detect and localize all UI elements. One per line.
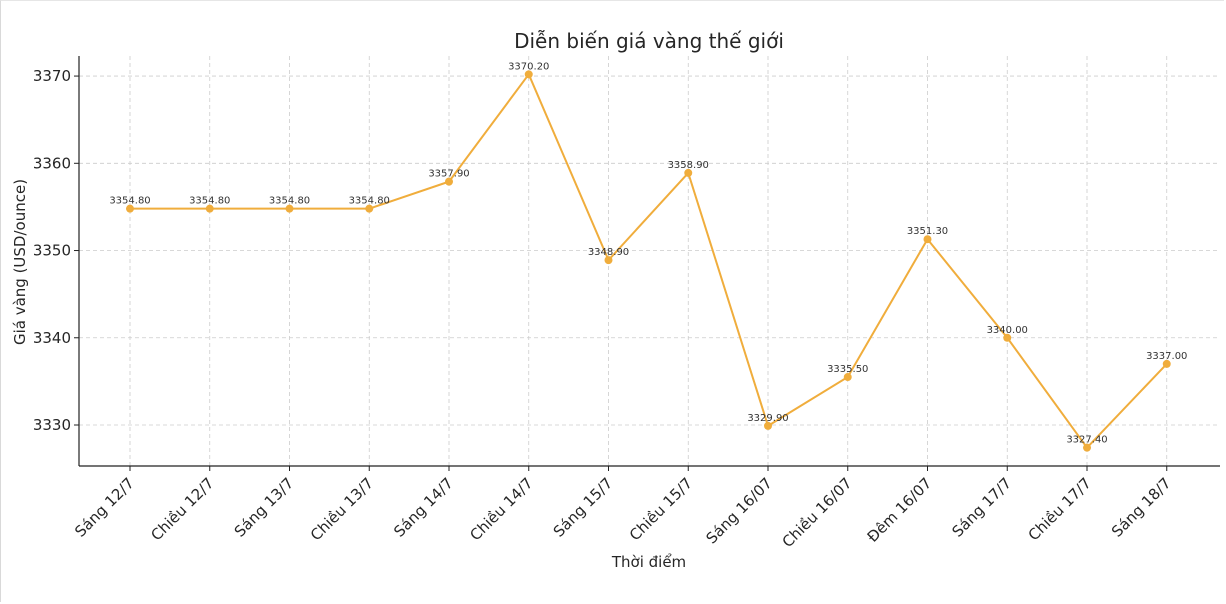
data-point bbox=[126, 204, 134, 213]
x-tick-label: Sáng 15/7 bbox=[550, 474, 617, 541]
x-tick-label: Chiều 16/07 bbox=[779, 474, 856, 551]
data-label: 3354.80 bbox=[189, 196, 230, 207]
data-point bbox=[1083, 443, 1091, 452]
data-point bbox=[524, 70, 533, 79]
x-tick-label: Chiều 15/7 bbox=[626, 474, 696, 544]
y-tick-label: 3350 bbox=[33, 242, 71, 260]
x-tick-label: Sáng 17/7 bbox=[948, 474, 1015, 541]
data-labels: 3354.80 3354.80 3354.80 3354.80 3357.90 3370.… bbox=[109, 61, 1187, 445]
chart-title: Diễn biến giá vàng thế giới bbox=[514, 29, 784, 53]
series-gold-price bbox=[126, 70, 1171, 452]
y-tick-label: 3340 bbox=[33, 329, 71, 347]
data-label: 3370.20 bbox=[508, 61, 549, 72]
data-label: 3354.80 bbox=[269, 196, 310, 207]
y-tick-label: 3330 bbox=[33, 416, 71, 434]
data-point bbox=[205, 204, 214, 213]
data-point bbox=[843, 373, 852, 382]
x-tick-label: Chiều 17/7 bbox=[1025, 474, 1095, 544]
x-tick-label: Sáng 14/7 bbox=[390, 474, 457, 541]
data-point bbox=[684, 168, 693, 177]
x-tick-label: Sáng 13/7 bbox=[231, 474, 298, 541]
x-tick-label: Sáng 12/7 bbox=[71, 474, 138, 541]
data-point bbox=[764, 421, 772, 430]
data-label: 3348.90 bbox=[588, 247, 629, 258]
data-label: 3358.90 bbox=[668, 160, 709, 171]
x-tick-label: Chiều 13/7 bbox=[307, 474, 377, 544]
grid bbox=[79, 56, 1220, 466]
x-tick-label: Chiều 12/7 bbox=[147, 474, 217, 544]
data-point bbox=[1162, 359, 1171, 368]
x-tick-label: Sáng 18/7 bbox=[1108, 474, 1175, 541]
x-tick-label: Chiều 14/7 bbox=[466, 474, 536, 544]
data-label: 3329.90 bbox=[747, 413, 788, 424]
data-label: 3357.90 bbox=[428, 169, 469, 180]
y-axis-label: Giá vàng (USD/ounce) bbox=[11, 179, 29, 345]
data-point bbox=[1003, 333, 1012, 342]
series-line bbox=[130, 73, 1168, 449]
data-label: 3335.50 bbox=[827, 364, 868, 375]
data-point bbox=[365, 204, 374, 213]
data-point bbox=[604, 256, 613, 265]
data-point bbox=[445, 177, 453, 186]
data-point bbox=[923, 235, 932, 244]
x-axis-label: Thời điểm bbox=[611, 553, 686, 571]
data-label: 3337.00 bbox=[1146, 351, 1187, 362]
data-label: 3354.80 bbox=[349, 196, 390, 207]
data-label: 3327.40 bbox=[1066, 435, 1107, 446]
data-point bbox=[285, 204, 294, 213]
data-label: 3340.00 bbox=[987, 325, 1028, 336]
y-tick-label: 3370 bbox=[33, 67, 71, 85]
x-tick-label: Sáng 16/07 bbox=[702, 474, 775, 547]
data-label: 3354.80 bbox=[109, 196, 150, 207]
x-tick-label: Đêm 16/07 bbox=[864, 474, 936, 546]
y-tick-label: 3360 bbox=[33, 154, 71, 172]
data-label: 3351.30 bbox=[907, 226, 948, 237]
